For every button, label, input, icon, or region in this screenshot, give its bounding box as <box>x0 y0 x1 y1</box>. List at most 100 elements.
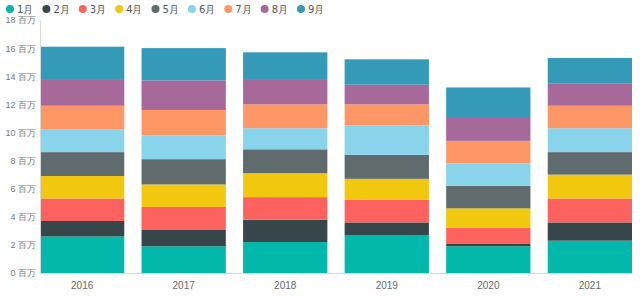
y-tick-label: 14 百万 <box>5 72 36 82</box>
bar-segment <box>243 79 327 104</box>
series <box>40 149 632 208</box>
legend-label: 5月 <box>163 4 179 15</box>
bar-segment <box>142 246 226 273</box>
bar-segment <box>345 85 429 105</box>
legend-swatch <box>79 5 87 13</box>
bar-segment <box>548 152 632 174</box>
bar-segment <box>243 220 327 242</box>
legend-label: 9月 <box>308 4 324 15</box>
x-tick: 2020 <box>477 273 500 291</box>
bar-segment <box>40 221 124 236</box>
bar-segment <box>243 149 327 173</box>
y-tick: 14 百万 <box>5 72 40 82</box>
series <box>40 104 632 163</box>
legend-swatch <box>261 5 269 13</box>
legend-label: 3月 <box>90 4 106 15</box>
y-tick-label: 18 百万 <box>5 15 36 25</box>
bar-segment <box>345 155 429 179</box>
legend-swatch <box>42 5 50 13</box>
y-tick: 10 百万 <box>5 128 40 138</box>
bar-segment <box>548 222 632 240</box>
bar-segment <box>243 197 327 219</box>
legend-label: 7月 <box>235 4 251 15</box>
bar-segment <box>446 243 530 246</box>
y-tick: 16 百万 <box>5 43 40 53</box>
x-tick-label: 2021 <box>579 280 602 291</box>
legend-swatch <box>188 5 196 13</box>
bar-segment <box>446 87 530 117</box>
y-tick: 8 百万 <box>10 156 40 166</box>
bar-segment <box>40 152 124 176</box>
legend-swatch <box>152 5 160 13</box>
bar-segment <box>40 79 124 106</box>
bar-segment <box>345 200 429 222</box>
legend-item: 5月 <box>152 4 179 15</box>
x-tick-label: 2018 <box>274 280 297 291</box>
chart: 0 百万 2 百万 4 百万 6 百万 8 百万 10 百万 12 百万 14 百万 16 百万… <box>0 0 640 297</box>
bar-segment <box>243 173 327 197</box>
bar-segment <box>142 110 226 135</box>
bar-segment <box>548 58 632 83</box>
x-tick: 2017 <box>173 273 196 291</box>
y-tick-label: 10 百万 <box>5 128 36 138</box>
bar-segment <box>446 228 530 243</box>
bar-segment <box>345 59 429 84</box>
bar-segment <box>40 106 124 130</box>
series <box>40 47 632 117</box>
series <box>40 197 632 243</box>
x-axis: 2016 2017 2018 2019 2020 2021 <box>41 273 633 291</box>
y-tick-label: 2 百万 <box>10 240 36 250</box>
bar-segment <box>548 199 632 223</box>
bar-segment <box>142 159 226 184</box>
bar-segment <box>345 235 429 273</box>
bar-segment <box>40 130 124 152</box>
y-tick-label: 16 百万 <box>5 43 36 53</box>
legend-item: 1月 <box>6 4 33 15</box>
y-tick-label: 8 百万 <box>10 156 36 166</box>
bar-segment <box>142 48 226 80</box>
series <box>40 125 632 185</box>
bar-segment <box>446 141 530 163</box>
bar-segment <box>345 125 429 155</box>
bar-segment <box>142 135 226 159</box>
bar-segment <box>142 80 226 110</box>
bar-segment <box>243 128 327 149</box>
x-tick-label: 2016 <box>71 280 94 291</box>
y-tick: 12 百万 <box>5 100 40 110</box>
series <box>40 79 632 141</box>
x-tick: 2019 <box>376 273 399 291</box>
x-tick-label: 2019 <box>376 280 399 291</box>
series <box>40 220 632 247</box>
legend-swatch <box>224 5 232 13</box>
bar-segment <box>446 246 530 273</box>
x-tick-label: 2020 <box>477 280 500 291</box>
legend-swatch <box>6 5 14 13</box>
x-tick-label: 2017 <box>173 280 196 291</box>
bar-segment <box>548 83 632 105</box>
legend-item: 4月 <box>115 4 142 15</box>
y-tick: 6 百万 <box>10 184 40 194</box>
y-tick: 18 百万 <box>5 15 40 25</box>
y-tick: 2 百万 <box>10 240 40 250</box>
legend-item: 2月 <box>42 4 69 15</box>
legend-label: 8月 <box>272 4 288 15</box>
y-tick: 4 百万 <box>10 212 40 222</box>
bar-segment <box>345 179 429 200</box>
x-tick: 2018 <box>274 273 297 291</box>
bar-segment <box>40 236 124 273</box>
bar-segment <box>243 242 327 273</box>
bar-segment <box>243 52 327 79</box>
y-tick-label: 6 百万 <box>10 184 36 194</box>
legend-label: 6月 <box>199 4 215 15</box>
legend: 1月 2月 3月 4月 5月 6月 7月 8月 9月 <box>6 4 324 15</box>
bars <box>40 47 632 273</box>
bar-segment <box>548 128 632 152</box>
bar-segment <box>40 199 124 221</box>
y-tick-label: 4 百万 <box>10 212 36 222</box>
legend-item: 6月 <box>188 4 215 15</box>
bar-segment <box>548 241 632 273</box>
bar-segment <box>40 47 124 79</box>
series <box>40 173 632 228</box>
legend-label: 1月 <box>17 4 33 15</box>
y-tick: 0 百万 <box>10 268 40 278</box>
